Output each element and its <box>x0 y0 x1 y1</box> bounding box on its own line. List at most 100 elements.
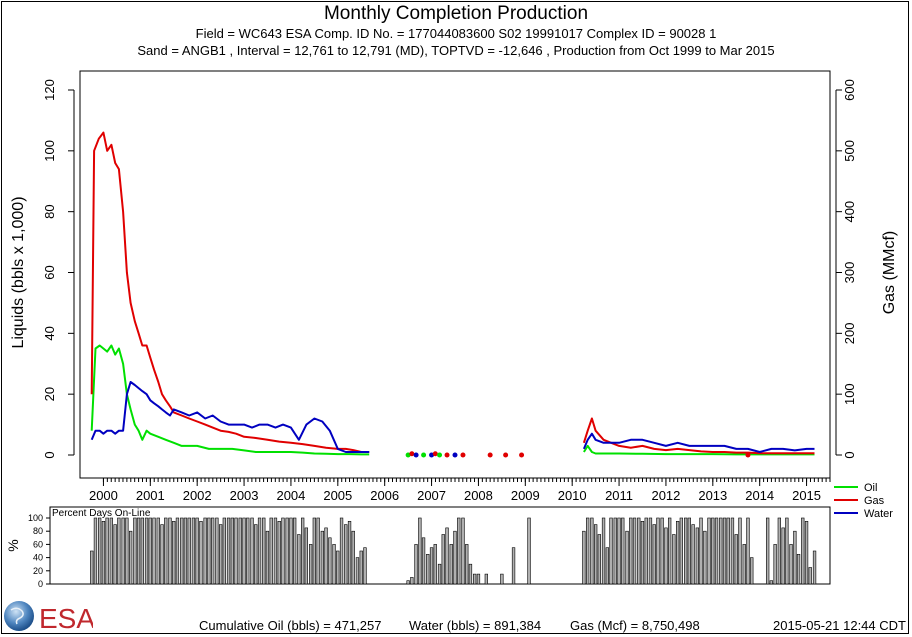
main-plot-box <box>79 70 831 479</box>
online-bar <box>785 517 789 585</box>
online-bar <box>699 517 703 585</box>
point-gas <box>444 452 450 458</box>
online-bar <box>711 517 715 585</box>
online-bar <box>133 517 137 585</box>
series-line-gas <box>90 131 815 455</box>
y-tick-label-left: 40 <box>42 326 57 340</box>
cumulative-oil: Cumulative Oil (bbls) = 471,257 <box>199 618 382 633</box>
x-tick-label: 2007 <box>417 488 446 503</box>
x-tick-label: 2011 <box>605 488 633 503</box>
legend-label-oil: Oil <box>864 482 877 494</box>
online-bar <box>426 553 430 585</box>
online-bar <box>476 573 481 585</box>
online-bar <box>312 517 317 585</box>
online-bar <box>527 517 531 585</box>
online-bar <box>453 530 457 585</box>
x-tick-label: 2009 <box>511 488 540 503</box>
x-tick-label: 2006 <box>370 488 399 503</box>
online-bar <box>281 517 285 585</box>
online-bar <box>183 517 188 585</box>
online-bar <box>429 547 434 585</box>
online-bar <box>582 530 586 585</box>
online-bar <box>246 517 250 585</box>
bar-y-tick-label: 40 <box>33 553 43 563</box>
online-bar <box>269 517 273 585</box>
legend-label-gas: Gas <box>864 495 885 507</box>
online-bar <box>304 527 309 585</box>
online-bar <box>777 517 782 585</box>
online-bar <box>289 517 293 585</box>
point-gas <box>487 452 493 458</box>
online-bar <box>152 517 156 585</box>
online-bar <box>363 547 367 585</box>
series-line-water <box>90 381 815 453</box>
online-bar <box>226 517 231 585</box>
online-bar <box>742 544 746 585</box>
online-bar <box>207 517 211 585</box>
online-bar <box>257 517 262 585</box>
bar-y-tick-label: 60 <box>33 539 43 549</box>
online-bar <box>121 517 125 585</box>
online-bar <box>441 534 445 585</box>
online-bar <box>664 527 668 585</box>
online-bar <box>691 524 695 585</box>
online-bar <box>199 520 203 585</box>
bar-panel-title: Percent Days On-Line <box>52 508 151 519</box>
online-bar <box>789 544 793 585</box>
online-bar <box>344 524 348 585</box>
online-bar <box>672 534 676 585</box>
online-bar <box>734 534 738 585</box>
online-bar <box>707 517 711 585</box>
online-bar <box>125 517 129 585</box>
bar-y-tick-label: 80 <box>33 526 43 536</box>
online-bar <box>414 544 418 585</box>
y-tick-label-left: 100 <box>42 140 57 162</box>
online-bar <box>156 517 160 585</box>
online-bar <box>605 547 610 585</box>
y-tick-label-left: 80 <box>42 204 57 218</box>
online-bar <box>238 517 242 585</box>
x-tick-label: 2001 <box>136 488 165 503</box>
online-bar <box>625 530 629 585</box>
online-bar <box>113 524 117 585</box>
x-tick-label: 2004 <box>276 488 305 503</box>
online-bar <box>93 517 98 585</box>
bar-panel-ylabel: % <box>5 539 21 551</box>
online-bar <box>781 527 785 585</box>
x-tick-label: 2014 <box>745 488 774 503</box>
online-bar <box>445 527 449 585</box>
online-bar <box>117 517 121 585</box>
online-bar <box>632 517 637 585</box>
online-bar <box>511 547 516 585</box>
online-bar <box>617 517 621 585</box>
online-bar <box>687 517 692 585</box>
online-bar <box>722 517 727 585</box>
point-gas <box>409 451 415 457</box>
online-bar <box>242 517 246 585</box>
online-bar <box>648 517 653 585</box>
online-bar <box>629 517 633 585</box>
online-bar <box>254 524 258 585</box>
online-bar <box>585 517 590 585</box>
online-bar <box>793 530 797 585</box>
y-tick-label-right: 0 <box>842 451 857 458</box>
online-bar <box>796 553 801 585</box>
point-water <box>413 452 419 458</box>
online-bar <box>191 517 196 585</box>
timestamp: 2015-05-21 12:44 CDT <box>773 618 906 633</box>
online-bar <box>265 530 270 585</box>
online-bar <box>695 527 700 585</box>
online-bar <box>355 557 360 585</box>
online-bar <box>222 517 227 585</box>
y-axis-label-right: Gas (MMcf) <box>881 231 898 315</box>
online-bar <box>746 517 750 585</box>
online-bar <box>215 517 219 585</box>
x-tick-label: 2013 <box>698 488 727 503</box>
y-tick-label-right: 200 <box>842 322 857 344</box>
x-tick-label: 2015 <box>792 488 821 503</box>
online-bar <box>136 517 141 585</box>
online-bar <box>652 524 656 585</box>
online-bar <box>320 530 325 585</box>
